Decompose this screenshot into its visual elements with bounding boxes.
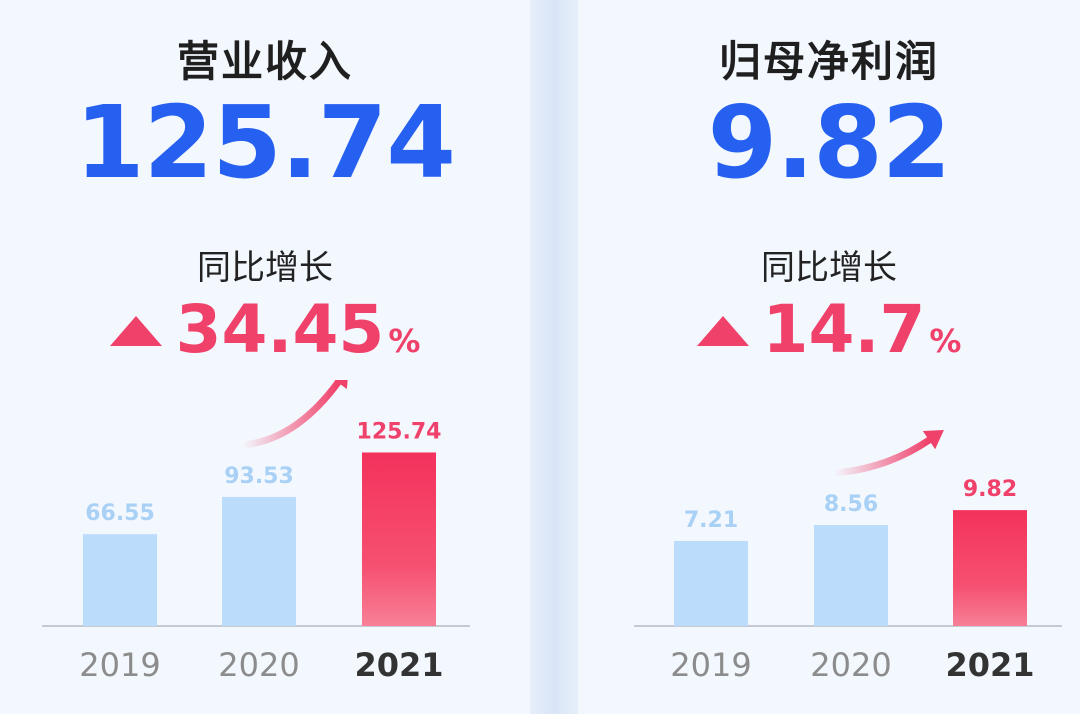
value-label-2021: 125.74 <box>357 419 442 444</box>
bar-2021 <box>362 452 436 626</box>
bar-2020 <box>814 524 888 626</box>
net-profit-yoy-label: 同比增长 <box>761 248 897 288</box>
category-label-2021: 2021 <box>945 646 1034 684</box>
value-label-2019: 7.21 <box>684 508 738 533</box>
bar-2019 <box>674 540 748 626</box>
growth-arrow <box>830 436 933 477</box>
net-profit-bar-chart: 7.21 2019 8.56 2020 9.82 2021 <box>634 430 1062 684</box>
value-label-2021: 9.82 <box>963 477 1017 502</box>
bar-2020 <box>222 496 296 626</box>
revenue-bar-chart: 66.55 2019 93.53 2020 125.74 2021 <box>42 380 470 684</box>
value-label-2020: 8.56 <box>824 492 878 517</box>
net-profit-title: 归母净利润 <box>718 37 939 86</box>
revenue-yoy-unit: % <box>388 322 421 360</box>
net-profit-yoy: 14.7% <box>578 290 1080 387</box>
category-label-2021: 2021 <box>354 646 443 684</box>
up-triangle-icon <box>696 316 749 346</box>
bar-2019 <box>83 534 157 626</box>
up-triangle-icon <box>109 316 162 346</box>
category-label-2020: 2020 <box>810 646 891 684</box>
revenue-yoy: 34.45% <box>0 290 530 387</box>
revenue-panel: 营业收入 125.74 同比增长 34.45% 66.55 2019 93.53 20… <box>0 0 530 714</box>
panel-divider <box>530 0 578 714</box>
revenue-yoy-value: 34.45 <box>175 291 385 368</box>
net-profit-panel: 归母净利润 9.82 同比增长 14.7% 7.21 2019 8.56 2020 9.… <box>578 0 1080 714</box>
revenue-title: 营业收入 <box>176 37 353 86</box>
net-profit-yoy-value: 14.7 <box>762 291 926 368</box>
value-label-2019: 66.55 <box>85 501 155 526</box>
growth-arrow-head-icon <box>334 380 348 390</box>
revenue-yoy-label: 同比增长 <box>197 248 333 288</box>
net-profit-value: 9.82 <box>707 84 952 201</box>
category-label-2020: 2020 <box>218 646 299 684</box>
net-profit-yoy-unit: % <box>929 322 962 360</box>
growth-arrow-head-icon <box>922 430 944 450</box>
growth-arrow <box>238 380 342 449</box>
value-label-2020: 93.53 <box>224 464 294 489</box>
revenue-value: 125.74 <box>75 84 456 201</box>
category-label-2019: 2019 <box>670 646 751 684</box>
category-label-2019: 2019 <box>79 646 160 684</box>
bar-2021 <box>953 510 1027 626</box>
